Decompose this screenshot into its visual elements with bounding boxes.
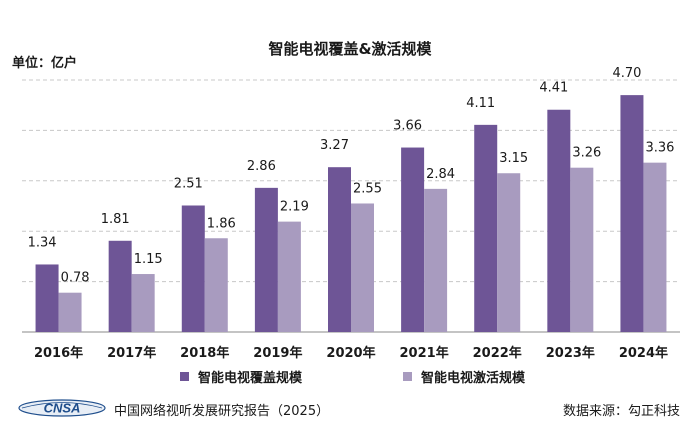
x-tick-label: 2019年 bbox=[253, 345, 302, 361]
data-label: 4.41 bbox=[539, 81, 568, 96]
bar bbox=[620, 95, 644, 333]
bar bbox=[131, 274, 155, 332]
data-label: 1.81 bbox=[101, 212, 130, 227]
legend-item-coverage: 智能电视覆盖规模 bbox=[180, 367, 302, 386]
x-tick-label: 2023年 bbox=[546, 345, 595, 361]
data-label: 2.55 bbox=[353, 181, 382, 196]
bar bbox=[474, 124, 498, 332]
bar bbox=[181, 205, 205, 332]
bar-chart: 1.34 0.78 2016年 1.81 1.15 2017年 2.51 1.86 2018年 2… bbox=[22, 66, 680, 361]
data-source: 数据来源：勾正科技 bbox=[562, 404, 680, 419]
data-label: 3.36 bbox=[645, 141, 674, 156]
legend-swatch-activation bbox=[403, 372, 412, 381]
data-label: 3.15 bbox=[499, 151, 528, 166]
cnsa-logo: CNSA bbox=[18, 399, 106, 417]
legend-label-activation: 智能电视激活规模 bbox=[421, 371, 526, 386]
data-label: 1.86 bbox=[207, 216, 236, 231]
bar bbox=[35, 264, 59, 332]
data-label: 3.26 bbox=[572, 146, 601, 161]
legend: 智能电视覆盖规模 智能电视激活规模 bbox=[0, 367, 700, 386]
x-tick-label: 2016年 bbox=[34, 345, 83, 361]
footer: CNSA 中国网络视听发展研究报告（2025） 数据来源：勾正科技 bbox=[0, 398, 700, 419]
bar bbox=[424, 188, 448, 332]
x-tick-label: 2017年 bbox=[107, 345, 156, 361]
bar bbox=[497, 173, 521, 332]
x-tick-label: 2020年 bbox=[326, 345, 375, 361]
data-label: 4.70 bbox=[612, 66, 641, 81]
bar bbox=[108, 240, 132, 332]
x-tick-label: 2021年 bbox=[400, 345, 449, 361]
data-label: 1.15 bbox=[134, 252, 163, 267]
legend-label-coverage: 智能电视覆盖规模 bbox=[198, 371, 303, 386]
x-tick-label: 2022年 bbox=[473, 345, 522, 361]
logo-text: CNSA bbox=[44, 401, 81, 416]
data-label: 1.34 bbox=[28, 235, 57, 250]
data-label: 2.51 bbox=[174, 176, 203, 191]
x-tick-label: 2024年 bbox=[619, 345, 668, 361]
chart-title: 智能电视覆盖&激活规模 bbox=[268, 40, 432, 58]
legend-item-activation: 智能电视激活规模 bbox=[403, 367, 525, 386]
bar bbox=[570, 167, 594, 332]
bar bbox=[328, 167, 351, 332]
bar bbox=[204, 238, 228, 332]
bar bbox=[58, 292, 82, 332]
x-tick-label: 2018年 bbox=[180, 345, 229, 361]
bar bbox=[401, 147, 425, 332]
bar bbox=[351, 203, 374, 332]
unit-label: 单位：亿户 bbox=[12, 56, 78, 71]
bar bbox=[254, 187, 278, 332]
bar bbox=[277, 221, 301, 332]
data-label: 3.27 bbox=[320, 138, 349, 153]
bar bbox=[643, 162, 667, 332]
data-label: 2.19 bbox=[280, 200, 309, 215]
data-label: 3.66 bbox=[393, 119, 422, 134]
data-label: 2.86 bbox=[247, 159, 276, 174]
data-label: 0.78 bbox=[61, 271, 90, 286]
data-label: 4.11 bbox=[466, 96, 495, 111]
data-label: 2.84 bbox=[426, 167, 455, 182]
report-name: 中国网络视听发展研究报告（2025） bbox=[114, 404, 330, 419]
legend-swatch-coverage bbox=[180, 372, 189, 381]
bar bbox=[547, 109, 571, 333]
